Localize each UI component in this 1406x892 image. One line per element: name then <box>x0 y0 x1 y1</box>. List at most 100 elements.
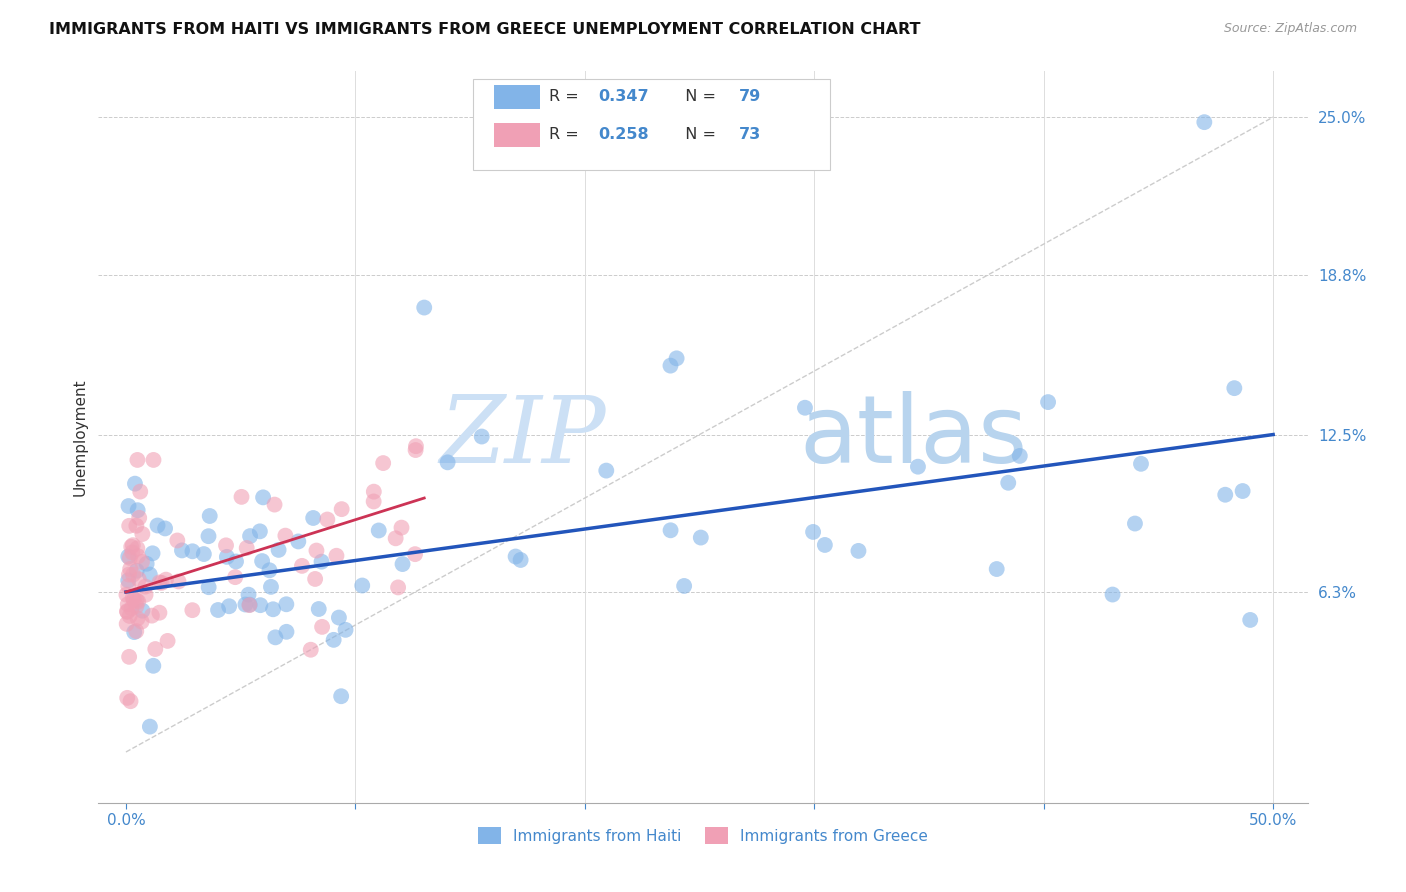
Point <box>391 557 413 571</box>
Point <box>115 616 138 631</box>
Point <box>1213 488 1236 502</box>
Point <box>689 531 711 545</box>
Point <box>311 620 333 634</box>
Point <box>125 599 148 614</box>
Text: R =: R = <box>550 127 585 142</box>
Point <box>127 503 149 517</box>
Point <box>1194 115 1216 129</box>
Point <box>1008 449 1031 463</box>
Text: ZIP: ZIP <box>440 392 606 482</box>
Point <box>436 455 458 469</box>
Point <box>239 529 262 543</box>
Bar <box>494 86 540 110</box>
Point <box>167 574 190 589</box>
Point <box>299 642 322 657</box>
Point <box>1232 483 1254 498</box>
Point <box>291 558 314 573</box>
Point <box>250 554 273 568</box>
Point <box>131 615 153 629</box>
Point <box>215 538 238 552</box>
Point <box>118 551 141 566</box>
Point <box>387 581 409 595</box>
Point <box>238 598 260 612</box>
Point <box>115 604 138 618</box>
Bar <box>494 122 540 146</box>
Point <box>118 609 141 624</box>
Point <box>142 453 165 467</box>
Point <box>127 541 149 556</box>
Point <box>1223 381 1246 395</box>
Point <box>120 540 142 554</box>
Point <box>117 605 139 619</box>
Point <box>595 464 617 478</box>
Point <box>384 531 406 545</box>
Point <box>413 301 436 315</box>
Point <box>330 690 353 704</box>
Point <box>235 598 257 612</box>
Point <box>986 562 1008 576</box>
Text: atlas: atlas <box>800 391 1028 483</box>
Point <box>127 594 149 608</box>
Point <box>848 544 870 558</box>
Text: R =: R = <box>550 89 585 104</box>
Point <box>325 549 347 563</box>
Point <box>287 534 309 549</box>
Point <box>146 518 169 533</box>
Point <box>125 564 148 578</box>
Point <box>118 649 141 664</box>
Point <box>367 524 389 538</box>
Point <box>142 658 165 673</box>
Point <box>128 572 150 586</box>
Point <box>1036 395 1059 409</box>
Point <box>127 611 149 625</box>
Point <box>814 538 837 552</box>
Point <box>129 484 152 499</box>
Legend: Immigrants from Haiti, Immigrants from Greece: Immigrants from Haiti, Immigrants from G… <box>472 822 934 850</box>
Point <box>193 547 215 561</box>
Point <box>141 608 163 623</box>
Point <box>115 690 138 705</box>
Point <box>262 602 284 616</box>
Point <box>1239 613 1261 627</box>
Point <box>363 494 385 508</box>
Point <box>215 549 238 564</box>
Point <box>121 545 143 559</box>
Point <box>181 603 204 617</box>
Text: 79: 79 <box>740 89 762 104</box>
Point <box>148 606 170 620</box>
Point <box>249 524 271 539</box>
Point <box>128 511 150 525</box>
Point <box>801 524 824 539</box>
Point <box>509 553 531 567</box>
Point <box>118 519 141 533</box>
Point <box>1101 588 1123 602</box>
Point <box>231 490 253 504</box>
Point <box>274 528 297 542</box>
Point <box>659 359 682 373</box>
Text: N =: N = <box>675 127 721 142</box>
Point <box>127 549 149 564</box>
Point <box>267 542 290 557</box>
Point <box>122 567 145 582</box>
Point <box>316 512 339 526</box>
Point <box>794 401 817 415</box>
Point <box>1130 457 1153 471</box>
Point <box>131 604 153 618</box>
Point <box>121 538 143 552</box>
Point <box>135 557 157 571</box>
Point <box>373 456 395 470</box>
Point <box>207 603 229 617</box>
Point <box>122 592 145 607</box>
Point <box>121 591 143 605</box>
Text: Source: ZipAtlas.com: Source: ZipAtlas.com <box>1223 22 1357 36</box>
Point <box>304 572 326 586</box>
Point <box>153 521 176 535</box>
Point <box>150 575 173 590</box>
Y-axis label: Unemployment: Unemployment <box>72 378 87 496</box>
Point <box>471 429 494 443</box>
Text: 0.258: 0.258 <box>598 127 648 142</box>
Point <box>224 570 246 584</box>
Point <box>239 598 262 612</box>
Point <box>665 351 688 366</box>
Point <box>391 521 413 535</box>
